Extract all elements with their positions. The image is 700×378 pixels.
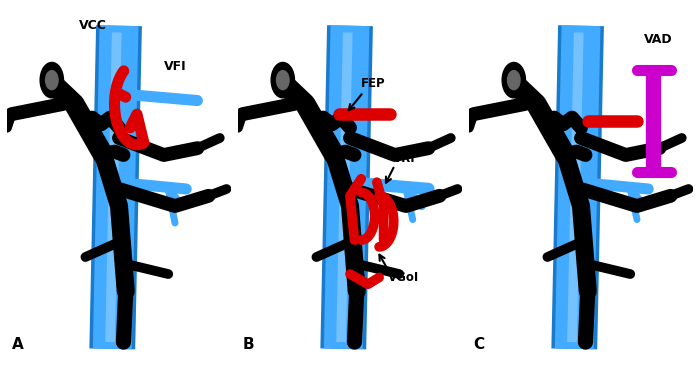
Text: VCC: VCC <box>78 19 106 32</box>
Text: VRI: VRI <box>393 152 415 165</box>
Text: B: B <box>242 337 254 352</box>
Text: FEP: FEP <box>361 77 386 90</box>
Circle shape <box>40 62 64 98</box>
Circle shape <box>46 71 58 90</box>
Circle shape <box>276 71 289 90</box>
Text: VAD: VAD <box>644 33 672 46</box>
Text: VGoI: VGoI <box>388 271 419 284</box>
Circle shape <box>508 71 520 90</box>
Text: VFI: VFI <box>164 60 186 73</box>
Circle shape <box>502 62 526 98</box>
Circle shape <box>271 62 295 98</box>
Text: A: A <box>11 337 23 352</box>
Text: C: C <box>473 337 484 352</box>
